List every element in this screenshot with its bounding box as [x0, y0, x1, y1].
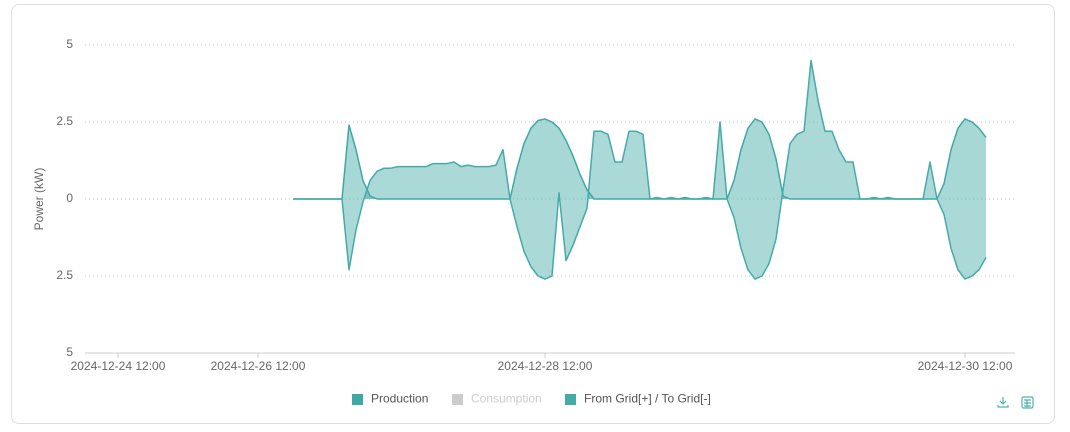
legend-item[interactable]: Consumption: [452, 392, 542, 406]
legend-item[interactable]: Production: [352, 392, 428, 406]
legend-item[interactable]: From Grid[+] / To Grid[-]: [565, 392, 711, 406]
x-tick-label: 2024-12-30 12:00: [918, 359, 1013, 373]
legend-swatch: [352, 394, 363, 405]
y-tick-label: 5: [66, 37, 73, 51]
x-tick-label: 2024-12-28 12:00: [498, 359, 593, 373]
legend-swatch: [565, 394, 576, 405]
legend-label: Production: [371, 392, 428, 406]
legend-label: From Grid[+] / To Grid[-]: [584, 392, 711, 406]
area-fill: [293, 118, 986, 199]
legend-label: Consumption: [471, 392, 542, 406]
x-tick-label: 2024-12-24 12:00: [71, 359, 166, 373]
download-icon[interactable]: [997, 397, 1009, 408]
area-line: [293, 59, 987, 280]
export-icon[interactable]: [1021, 396, 1034, 409]
y-tick-label: 2.5: [56, 268, 73, 282]
area-fill: [293, 60, 986, 280]
x-tick-label: 2024-12-26 12:00: [211, 359, 306, 373]
legend-swatch: [452, 394, 463, 405]
chart-card: [11, 4, 1055, 424]
y-tick-label: 0: [66, 191, 73, 205]
y-tick-label: 2.5: [56, 114, 73, 128]
area-line: [293, 118, 987, 200]
y-tick-label: 5: [66, 345, 73, 359]
y-axis-title: Power (kW): [32, 168, 46, 231]
